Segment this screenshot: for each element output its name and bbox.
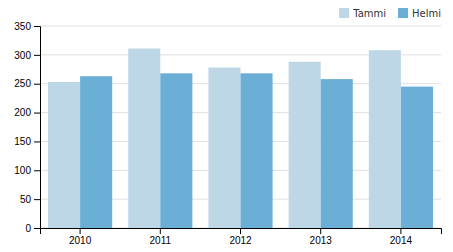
x-axis: 2010 2011 2012 2013 2014 bbox=[41, 228, 442, 246]
tick-mark bbox=[80, 228, 81, 234]
tick-mark bbox=[34, 26, 40, 27]
tick-label: 200 bbox=[14, 107, 31, 118]
bar bbox=[48, 82, 80, 228]
bar bbox=[160, 73, 192, 228]
tick-label: 250 bbox=[14, 78, 31, 89]
tick-mark bbox=[400, 228, 401, 234]
tick-mark bbox=[34, 170, 40, 171]
tick: 2014 bbox=[390, 228, 413, 246]
bar bbox=[369, 50, 401, 228]
bar bbox=[80, 76, 112, 228]
bar bbox=[289, 62, 321, 228]
tick-mark bbox=[34, 199, 40, 200]
tick: 2013 bbox=[310, 228, 333, 246]
tick: 300 bbox=[14, 50, 40, 61]
tick: 100 bbox=[14, 165, 40, 176]
grid bbox=[40, 26, 441, 228]
tick-label: 350 bbox=[14, 21, 31, 32]
tick: 350 bbox=[14, 21, 40, 32]
tick-label: 2011 bbox=[150, 235, 172, 246]
tick-label: 2010 bbox=[69, 235, 92, 246]
tick-label: 300 bbox=[14, 50, 31, 61]
tick-mark bbox=[160, 228, 161, 234]
bar-series bbox=[48, 49, 401, 228]
tick-label: 0 bbox=[25, 223, 31, 234]
tick: 200 bbox=[14, 107, 40, 118]
tick-mark bbox=[240, 228, 241, 234]
bar bbox=[208, 68, 240, 228]
tick-label: 150 bbox=[14, 136, 31, 147]
bar bbox=[241, 73, 273, 228]
bar bbox=[128, 49, 160, 228]
legend-item: Tammi bbox=[339, 8, 386, 19]
legend-swatch bbox=[339, 8, 349, 18]
tick: 150 bbox=[14, 136, 40, 147]
legend: Tammi Helmi bbox=[339, 8, 441, 19]
tick-mark bbox=[34, 84, 40, 85]
tick: 2012 bbox=[229, 228, 252, 246]
plot: 0501001502002503003502010201120122013201… bbox=[14, 21, 441, 246]
legend-swatch bbox=[398, 8, 408, 18]
tick: 2011 bbox=[150, 228, 172, 246]
bar bbox=[321, 79, 353, 228]
tick-mark bbox=[34, 55, 40, 56]
tick-label: 2012 bbox=[229, 235, 252, 246]
tick-label: 50 bbox=[20, 194, 32, 205]
tick-label: 100 bbox=[14, 165, 31, 176]
tick: 0 bbox=[25, 223, 40, 234]
tick-mark bbox=[34, 228, 40, 229]
tick-label: 2014 bbox=[390, 235, 413, 246]
y-axis: 0 50 100 150 200 250 300 350 bbox=[14, 21, 40, 234]
bar-series bbox=[80, 73, 433, 228]
legend-label: Tammi bbox=[352, 8, 386, 19]
bar bbox=[401, 87, 433, 228]
tick-label: 2013 bbox=[310, 235, 333, 246]
bars bbox=[48, 49, 433, 228]
legend-label: Helmi bbox=[412, 8, 441, 19]
axis-line bbox=[34, 27, 41, 229]
axis-line bbox=[41, 229, 442, 235]
tick-mark bbox=[320, 228, 321, 234]
tick: 250 bbox=[14, 78, 40, 89]
tick: 2010 bbox=[69, 228, 92, 246]
tick-mark bbox=[34, 141, 40, 142]
chart: 0501001502002503003502010201120122013201… bbox=[0, 0, 453, 252]
tick-mark bbox=[34, 113, 40, 114]
legend-item: Helmi bbox=[398, 8, 441, 19]
tick: 50 bbox=[20, 194, 40, 205]
grid-line bbox=[40, 26, 441, 27]
